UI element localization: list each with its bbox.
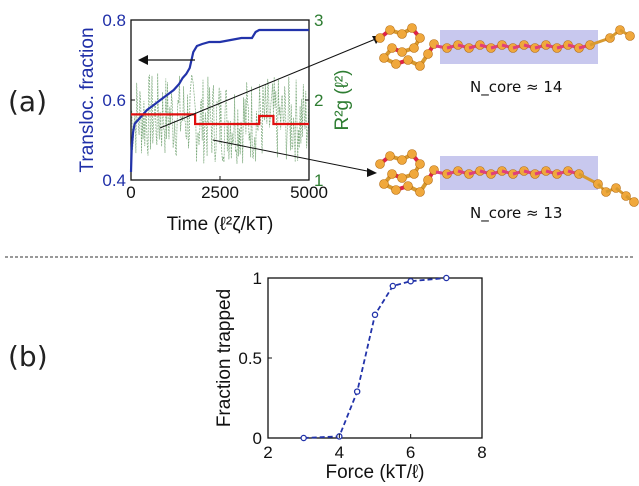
y-left-tick-label: 0.8 bbox=[102, 11, 126, 30]
rg-noise-series bbox=[130, 73, 310, 164]
chart-b-ylabel: Fraction trapped bbox=[214, 289, 235, 427]
chart-b: 2 4 6 8 0 0.5 1 Force (kT/ℓ) Fraction trapped bbox=[214, 269, 487, 483]
chart-b-xlabel: Force (kT/ℓ) bbox=[325, 462, 424, 483]
polymer-snapshot-upper: N_core ≈ 14 bbox=[375, 23, 635, 97]
y-right-tick-label: 2 bbox=[314, 91, 323, 110]
x-tick-label: 4 bbox=[335, 443, 344, 462]
chart-a-xlabel: Time (ℓ²ζ/kT) bbox=[167, 214, 274, 235]
x-tick-label: 0 bbox=[126, 183, 135, 202]
y-tick-label: 1 bbox=[253, 269, 262, 288]
x-tick-label: 2500 bbox=[201, 183, 239, 202]
ncore-label-lower: N_core ≈ 13 bbox=[470, 204, 562, 223]
chart-b-series-fraction-trapped bbox=[303, 277, 447, 439]
chart-b-axes-box bbox=[267, 277, 483, 439]
y-right-tick-label: 1 bbox=[314, 171, 323, 190]
ncore-label-upper: N_core ≈ 14 bbox=[470, 78, 562, 97]
chart-a-ticks: 0 2500 5000 0.4 0.6 0.8 1 2 3 bbox=[102, 11, 328, 202]
pointer-line-lower bbox=[212, 139, 377, 177]
y-tick-label: 0.5 bbox=[238, 349, 262, 368]
panel-label-b: (b) bbox=[8, 340, 48, 373]
chart-b-data-point bbox=[407, 277, 414, 285]
chart-a-ylabel-left: Transloc. fraction bbox=[77, 27, 98, 172]
chart-b-data-point bbox=[371, 311, 379, 319]
arrow-left-axis bbox=[138, 55, 195, 65]
panel-label-a: (a) bbox=[8, 85, 48, 118]
chart-b-data-point bbox=[389, 282, 397, 290]
chart-a-series-group bbox=[129, 28, 309, 173]
chart-a-series-rg-average bbox=[131, 113, 309, 126]
chart-b-ticks: 2 4 6 8 0 0.5 1 bbox=[238, 269, 486, 462]
x-tick-label: 2 bbox=[263, 443, 272, 462]
y-right-tick-label: 3 bbox=[314, 11, 323, 30]
y-tick-label: 0 bbox=[253, 429, 262, 448]
polymer-snapshot-lower: N_core ≈ 13 bbox=[375, 149, 639, 223]
x-tick-label: 6 bbox=[406, 443, 415, 462]
x-tick-label: 8 bbox=[477, 443, 486, 462]
chart-b-data-point bbox=[353, 388, 361, 395]
x-tick-label: 5000 bbox=[290, 183, 328, 202]
chart-a-ylabel-right: R²g (ℓ²) bbox=[332, 69, 353, 130]
y-left-tick-label: 0.6 bbox=[102, 91, 126, 110]
chart-b-data-point bbox=[443, 274, 450, 282]
chart-b-series-group bbox=[300, 274, 450, 442]
chart-a: 0 2500 5000 0.4 0.6 0.8 1 2 3 Time (ℓ²ζ/kT) Tran… bbox=[77, 11, 382, 235]
chart-a-series-transloc-fraction bbox=[129, 28, 309, 173]
chart-b-data-point bbox=[300, 434, 307, 442]
y-left-tick-label: 0.4 bbox=[102, 171, 126, 190]
